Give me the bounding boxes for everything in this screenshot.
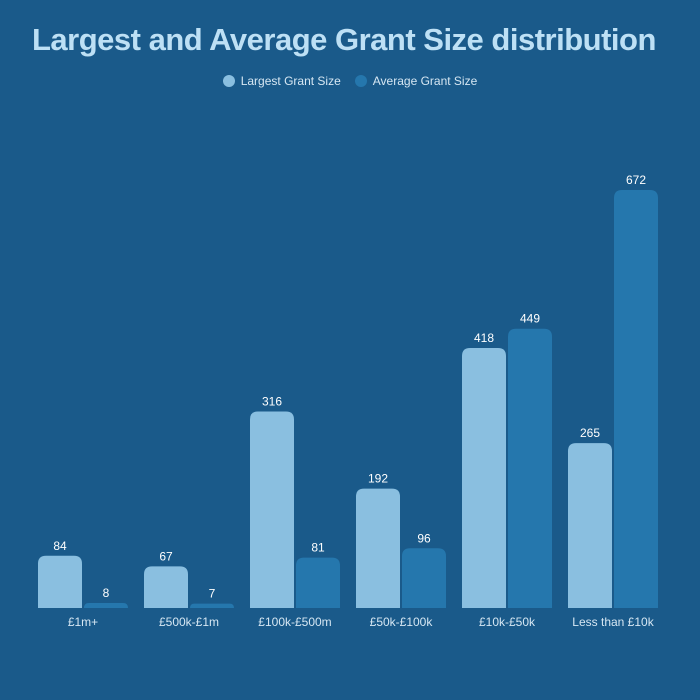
x-tick-label-2: £100k-£500m [258,615,331,629]
data-label-average-5: 672 [626,173,646,187]
x-tick-label-1: £500k-£1m [159,615,219,629]
data-label-largest-4: 418 [474,331,494,345]
legend-item-largest[interactable]: Largest Grant Size [222,74,341,88]
bar-average-5[interactable] [614,190,658,608]
bar-largest-2[interactable] [250,411,294,608]
bar-largest-5[interactable] [568,443,612,608]
data-label-largest-3: 192 [368,472,388,486]
chart-title: Largest and Average Grant Size distribut… [32,22,656,57]
data-label-average-3: 96 [417,531,431,545]
data-label-largest-5: 265 [580,426,600,440]
bar-average-4[interactable] [508,328,552,608]
data-label-average-2: 81 [311,541,325,555]
legend-item-average[interactable]: Average Grant Size [354,74,478,88]
legend-label-largest: Largest Grant Size [240,74,341,88]
x-tick-label-4: £10k-£50k [479,615,536,629]
bar-average-0[interactable] [84,603,128,608]
bar-largest-4[interactable] [462,347,506,608]
data-label-average-4: 449 [520,312,540,326]
x-tick-label-0: £1m+ [68,615,98,629]
x-tick-label-5: Less than £10k [572,615,654,629]
data-label-largest-1: 67 [159,549,173,563]
legend-swatch-largest [222,75,235,87]
bar-largest-0[interactable] [38,555,82,608]
bar-average-2[interactable] [296,557,340,608]
legend-swatch-average [354,75,367,87]
data-label-average-0: 8 [103,586,110,600]
data-label-largest-0: 84 [53,539,67,553]
chart-legend: Largest Grant Size Average Grant Size [0,74,700,88]
x-tick-label-3: £50k-£100k [370,615,434,629]
bar-average-3[interactable] [402,548,446,608]
legend-label-average: Average Grant Size [372,74,478,88]
bar-largest-1[interactable] [144,566,188,608]
data-label-largest-2: 316 [262,394,282,408]
bar-average-1[interactable] [190,603,234,608]
bar-largest-3[interactable] [356,488,400,608]
data-label-average-1: 7 [209,587,216,601]
